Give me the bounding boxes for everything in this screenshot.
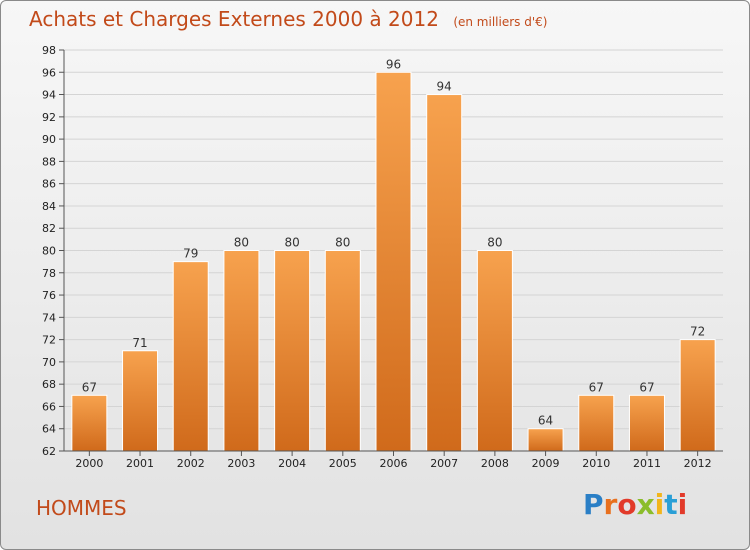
bar-value-label: 96	[386, 57, 401, 71]
bar-value-label: 94	[437, 80, 452, 94]
bar	[375, 71, 412, 452]
x-tick-label: 2009	[532, 457, 560, 470]
bar-value-label: 80	[487, 236, 502, 250]
bar-value-label: 71	[132, 336, 147, 350]
x-tick-label: 2006	[380, 457, 408, 470]
logo-letter: r	[603, 488, 618, 521]
x-tick-label: 2002	[177, 457, 205, 470]
y-tick-label: 82	[42, 222, 56, 235]
y-tick-label: 98	[42, 44, 56, 57]
bars: 67 71 79 80 80 80 96 94 80 64 67 67 72	[71, 57, 716, 452]
bar	[628, 394, 665, 452]
y-tick-label: 90	[42, 133, 56, 146]
x-tick-label: 2003	[227, 457, 255, 470]
x-tick-label: 2005	[329, 457, 357, 470]
x-tick-label: 2001	[126, 457, 154, 470]
title-text: Achats et Charges Externes 2000 à 2012	[29, 7, 439, 31]
bar	[71, 394, 108, 452]
bar	[223, 250, 260, 452]
y-tick-label: 66	[42, 400, 56, 413]
y-tick-label: 68	[42, 378, 56, 391]
y-tick-label: 86	[42, 178, 56, 191]
x-tick-label: 2008	[481, 457, 509, 470]
y-tick-label: 84	[42, 200, 56, 213]
y-tick-label: 94	[42, 89, 56, 102]
logo-letter: P	[583, 488, 604, 521]
unit-subtitle: (en milliers d'€)	[453, 15, 548, 29]
group-label: HOMMES	[36, 496, 127, 520]
y-tick-label: 88	[42, 155, 56, 168]
bar-value-label: 79	[183, 247, 198, 261]
proxiti-logo: Proxiti	[583, 488, 687, 521]
y-tick-label: 92	[42, 111, 56, 124]
bar-value-label: 67	[589, 380, 604, 394]
y-tick-label: 74	[42, 311, 56, 324]
x-tick-label: 2011	[633, 457, 661, 470]
bar	[274, 250, 311, 452]
bar-value-label: 67	[82, 380, 97, 394]
x-tick-label: 2010	[582, 457, 610, 470]
bar	[426, 94, 463, 452]
bar	[476, 250, 513, 452]
x-tick-label: 2012	[684, 457, 712, 470]
y-tick-label: 70	[42, 356, 56, 369]
bar-value-label: 80	[335, 236, 350, 250]
x-tick-label: 2000	[75, 457, 103, 470]
bar-value-label: 67	[639, 380, 654, 394]
bar-value-label: 72	[690, 325, 705, 339]
logo-letter: i	[677, 488, 688, 521]
bar	[578, 394, 615, 452]
chart-title: Achats et Charges Externes 2000 à 2012 (…	[29, 7, 547, 31]
bar	[324, 250, 361, 452]
y-tick-label: 96	[42, 66, 56, 79]
bar	[122, 350, 159, 452]
bar-value-label: 80	[284, 236, 299, 250]
logo-letter: i	[654, 488, 665, 521]
y-tick-label: 72	[42, 334, 56, 347]
y-tick-label: 78	[42, 267, 56, 280]
x-axis: 2000 2001 2002 2003 2004 2005 2006 2007 2008 2009…	[64, 450, 723, 470]
bar	[527, 428, 564, 452]
bar-value-label: 80	[234, 236, 249, 250]
logo-letter: t	[664, 488, 678, 521]
y-tick-label: 64	[42, 423, 56, 436]
y-tick-label: 80	[42, 245, 56, 258]
y-axis: 62 64 66 68 70 72 74 76 78 80 82 84 86 88 90 92 94 96 98	[42, 44, 65, 458]
y-tick-label: 76	[42, 289, 56, 302]
logo-letter: o	[617, 488, 637, 521]
y-tick-label: 62	[42, 445, 56, 458]
x-tick-label: 2007	[430, 457, 458, 470]
logo-letter: x	[636, 488, 655, 521]
bar	[679, 339, 716, 452]
x-tick-label: 2004	[278, 457, 306, 470]
bar	[172, 261, 209, 452]
bar-value-label: 64	[538, 414, 553, 428]
